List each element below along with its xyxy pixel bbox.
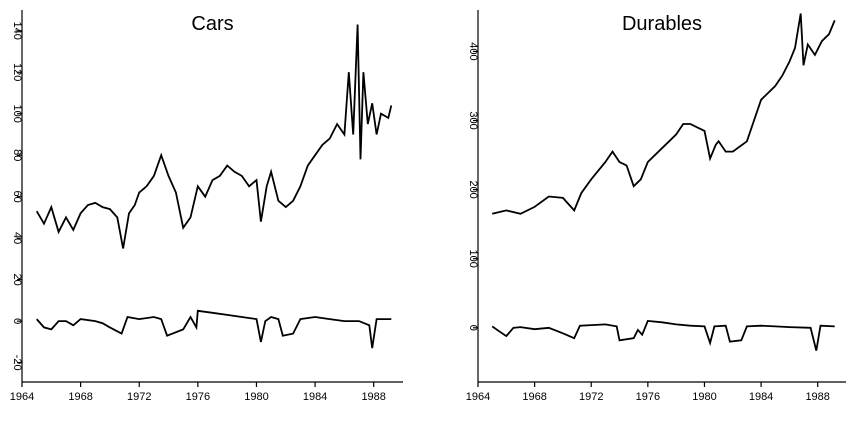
x-tick-label: 1972 — [579, 391, 603, 403]
x-tick-label: 1968 — [68, 391, 92, 403]
y-tick-label: 400 — [467, 42, 479, 60]
x-tick-label: 1988 — [361, 391, 385, 403]
data-line — [491, 13, 836, 215]
y-tick-label: 140 — [11, 22, 23, 40]
x-tick-label: 1968 — [522, 391, 546, 403]
x-tick-label: 1984 — [303, 391, 327, 403]
y-tick-label: 40 — [11, 232, 23, 244]
x-tick-label: 1980 — [692, 391, 716, 403]
x-tick-label: 1980 — [244, 391, 268, 403]
x-tick-label: 1972 — [127, 391, 151, 403]
x-tick-label: 1988 — [805, 391, 829, 403]
y-tick-label: 80 — [11, 149, 23, 161]
x-tick-label: 1984 — [749, 391, 773, 403]
chart-title: Durables — [622, 13, 702, 35]
chart-title: Cars — [191, 13, 233, 35]
y-tick-label: 120 — [11, 63, 23, 81]
y-tick-label: -20 — [11, 355, 23, 371]
y-tick-label: 100 — [11, 105, 23, 123]
data-line — [35, 24, 393, 249]
x-tick-label: 1976 — [186, 391, 210, 403]
data-line — [36, 309, 392, 349]
y-tick-label: 20 — [11, 274, 23, 286]
y-tick-label: 0 — [467, 325, 479, 331]
data-line — [491, 319, 835, 351]
x-tick-label: 1964 — [466, 391, 490, 403]
x-tick-label: 1976 — [636, 391, 660, 403]
y-tick-label: 200 — [467, 180, 479, 198]
y-tick-label: 300 — [467, 111, 479, 129]
y-tick-label: 100 — [467, 250, 479, 268]
y-tick-label: 60 — [11, 191, 23, 203]
y-tick-label: 0 — [11, 318, 23, 324]
x-tick-label: 1964 — [10, 391, 34, 403]
